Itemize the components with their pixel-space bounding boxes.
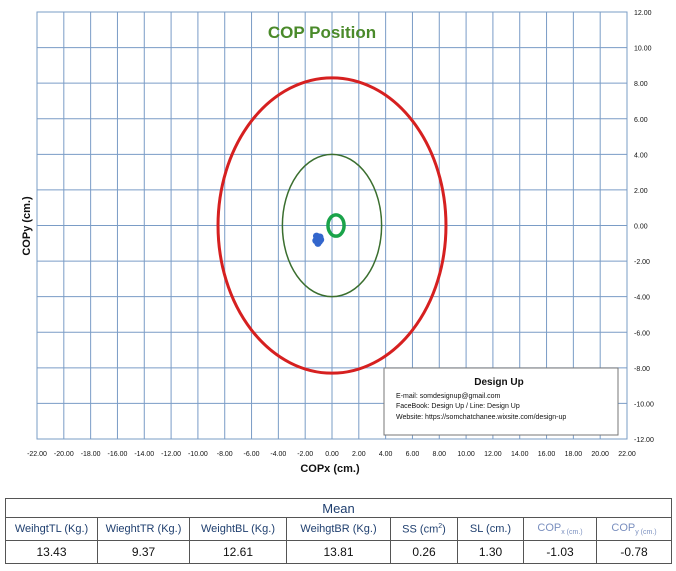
x-tick-label: -16.00 <box>108 451 128 458</box>
info-box-title: Design Up <box>474 377 523 388</box>
x-tick-label: 14.00 <box>511 451 529 458</box>
header-cop-y: COPy (cm.) <box>595 517 673 541</box>
x-tick-label: 16.00 <box>538 451 556 458</box>
y-tick-label: -8.00 <box>634 366 650 373</box>
x-tick-label: 4.00 <box>379 451 393 458</box>
header-weight-tl: WeihgtTL (Kg.) <box>5 517 98 541</box>
header-ss: SS (cm2) <box>390 517 458 541</box>
y-tick-label: -2.00 <box>634 259 650 266</box>
header-cop-x: COPx (cm.) <box>523 517 597 541</box>
y-tick-label: 10.00 <box>634 46 652 53</box>
y-tick-label: 4.00 <box>634 152 648 159</box>
y-tick-label: 0.00 <box>634 224 648 231</box>
y-tick-label: 8.00 <box>634 81 648 88</box>
header-ss-close: ) <box>442 523 446 536</box>
info-box: Design Up E-mail: somdesignup@gmail.com … <box>383 367 619 436</box>
series-layer <box>216 76 448 375</box>
chart-title: COP Position <box>268 23 376 42</box>
info-box-facebook: FaceBook: Design Up / Line: Design Up <box>396 403 520 410</box>
x-tick-label: 22.00 <box>618 451 636 458</box>
y-tick-label: -6.00 <box>634 330 650 337</box>
x-tick-label: -20.00 <box>54 451 74 458</box>
value-sl: 1.30 <box>457 540 524 564</box>
x-tick-label: -8.00 <box>217 451 233 458</box>
header-weight-bl: WeightBL (Kg.) <box>189 517 287 541</box>
header-cop-x-text: COP <box>537 521 562 534</box>
x-tick-label: -10.00 <box>188 451 208 458</box>
y-tick-label: 12.00 <box>634 10 652 17</box>
value-cop-x: -1.03 <box>523 540 597 564</box>
header-ss-text: SS (cm <box>402 523 439 536</box>
cop-chart-svg: -22.00 -20.00 -18.00 -16.00 -14.00 -12.00 -10.… <box>21 10 654 475</box>
y-axis-label: COPy (cm.) <box>21 196 33 256</box>
value-ss: 0.26 <box>390 540 458 564</box>
x-tick-label: 2.00 <box>352 451 366 458</box>
x-tick-label: 8.00 <box>432 451 446 458</box>
x-tick-label: -22.00 <box>27 451 47 458</box>
info-box-website: Website: https://somchatchanee.wixsite.c… <box>396 414 566 421</box>
x-axis-label: COPx (cm.) <box>300 463 360 475</box>
header-weight-br: WeihgtBR (Kg.) <box>286 517 391 541</box>
x-tick-label: -6.00 <box>244 451 260 458</box>
header-weight-tr: WieghtTR (Kg.) <box>97 517 190 541</box>
y-tick-labels: 12.00 10.00 8.00 6.00 4.00 2.00 0.00 -2.00 -4.00… <box>634 10 654 444</box>
x-tick-label: 20.00 <box>591 451 609 458</box>
y-tick-label: 6.00 <box>634 117 648 124</box>
table-header-row: WeihgtTL (Kg.) WieghtTR (Kg.) WeightBL (… <box>5 517 673 541</box>
header-ss-sup: 2 <box>438 522 443 530</box>
header-cop-x-sub: x (cm.) <box>561 529 583 537</box>
header-cop-y-text: COP <box>611 521 636 534</box>
header-cop-y-sub: y (cm.) <box>635 529 657 537</box>
info-box-email: E-mail: somdesignup@gmail.com <box>396 393 501 400</box>
y-tick-label: -12.00 <box>634 437 654 444</box>
value-cop-y: -0.78 <box>595 540 673 564</box>
x-tick-label: -18.00 <box>81 451 101 458</box>
y-tick-label: -4.00 <box>634 295 650 302</box>
mean-stats-table: Mean WeihgtTL (Kg.) WieghtTR (Kg.) Weigh… <box>4 498 673 564</box>
table-value-row: 13.43 9.37 12.61 13.81 0.26 1.30 -1.03 -… <box>5 540 673 564</box>
y-tick-label: 2.00 <box>634 188 648 195</box>
value-weight-br: 13.81 <box>286 540 391 564</box>
y-tick-label: -10.00 <box>634 401 654 408</box>
x-tick-label: -4.00 <box>270 451 286 458</box>
cop-chart: -22.00 -20.00 -18.00 -16.00 -14.00 -12.00 -10.… <box>21 10 654 475</box>
cop-point <box>317 236 325 244</box>
ellipse-series-2 <box>326 213 346 238</box>
info-box-frame <box>383 367 619 436</box>
x-tick-labels: -22.00 -20.00 -18.00 -16.00 -14.00 -12.00 -10.… <box>27 451 636 458</box>
value-weight-tr: 9.37 <box>97 540 190 564</box>
x-tick-label: 10.00 <box>457 451 475 458</box>
x-tick-label: -12.00 <box>161 451 181 458</box>
x-tick-label: -14.00 <box>134 451 154 458</box>
x-tick-label: 12.00 <box>484 451 502 458</box>
ellipse-series-1 <box>281 153 383 298</box>
header-sl: SL (cm.) <box>457 517 524 541</box>
ellipse-series-0 <box>216 76 448 375</box>
value-weight-bl: 12.61 <box>189 540 287 564</box>
x-tick-label: 18.00 <box>565 451 583 458</box>
x-tick-label: 0.00 <box>325 451 339 458</box>
x-tick-label: -2.00 <box>297 451 313 458</box>
x-tick-label: 6.00 <box>406 451 420 458</box>
value-weight-tl: 13.43 <box>5 540 98 564</box>
table-caption: Mean <box>4 498 673 518</box>
